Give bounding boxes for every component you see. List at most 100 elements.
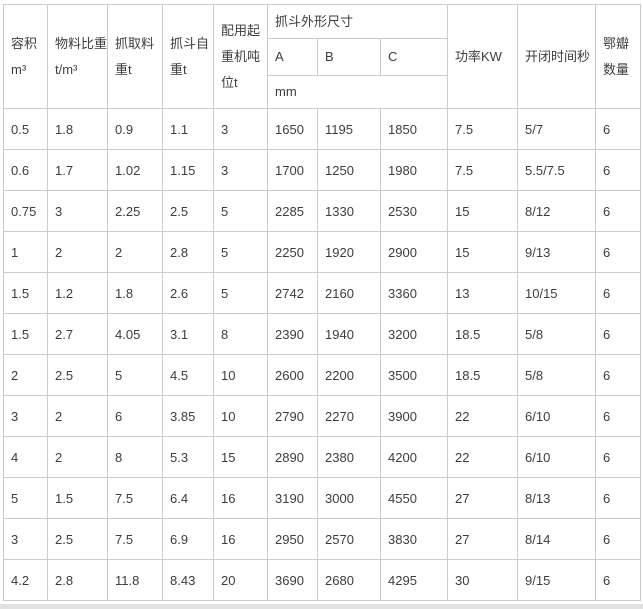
- table-cell: 18.5: [447, 313, 518, 355]
- table-cell: 1.2: [47, 272, 108, 314]
- table-cell: 6: [595, 149, 641, 191]
- table-cell: 3360: [380, 272, 448, 314]
- table-cell: 3: [3, 395, 48, 437]
- table-cell: 2.5: [47, 518, 108, 560]
- table-cell: 1.02: [107, 149, 163, 191]
- table-cell: 4.5: [162, 354, 214, 396]
- table-cell: 2200: [317, 354, 381, 396]
- table-cell: 6: [595, 190, 641, 232]
- table-cell: 5: [213, 190, 268, 232]
- table-cell: 2160: [317, 272, 381, 314]
- header-grab-material-weight: 抓取料 重t: [107, 4, 163, 109]
- table-cell: 16: [213, 477, 268, 519]
- table-cell: 5: [213, 231, 268, 273]
- table-cell: 15: [447, 190, 518, 232]
- table-cell: 1.5: [3, 313, 48, 355]
- table-cell: 6: [595, 436, 641, 478]
- table-cell: 6: [595, 395, 641, 437]
- table-cell: 8: [213, 313, 268, 355]
- header-material-density: 物料比重 t/m³: [47, 4, 108, 109]
- table-cell: 15: [213, 436, 268, 478]
- table-cell: 15: [447, 231, 518, 273]
- table-cell: 1.8: [47, 108, 108, 150]
- table-cell: 10: [213, 354, 268, 396]
- table-cell: 18.5: [447, 354, 518, 396]
- table-cell: 27: [447, 477, 518, 519]
- table-cell: 5/8: [517, 354, 596, 396]
- table-cell: 6: [595, 518, 641, 560]
- table-cell: 2.8: [162, 231, 214, 273]
- table-cell: 5: [3, 477, 48, 519]
- table-cell: 3190: [267, 477, 318, 519]
- table-cell: 3000: [317, 477, 381, 519]
- table-cell: 2950: [267, 518, 318, 560]
- table-cell: 0.5: [3, 108, 48, 150]
- table-cell: 1980: [380, 149, 448, 191]
- table-cell: 1250: [317, 149, 381, 191]
- table-cell: 0.75: [3, 190, 48, 232]
- header-dim-unit: mm: [267, 75, 448, 109]
- table-cell: 6/10: [517, 436, 596, 478]
- table-row: 2 2.5 5 4.5 10 2600 2200 3500 18.5 5/8 6: [3, 354, 641, 396]
- table-cell: 27: [447, 518, 518, 560]
- table-cell: 2: [3, 354, 48, 396]
- table-cell: 5: [107, 354, 163, 396]
- table-row: 4.2 2.8 11.8 8.43 20 3690 2680 4295 30 9/15 6: [3, 559, 641, 601]
- table-cell: 22: [447, 436, 518, 478]
- header-power: 功率KW: [447, 4, 518, 109]
- table-cell: 7.5: [107, 477, 163, 519]
- table-cell: 6: [595, 272, 641, 314]
- table-cell: 8/12: [517, 190, 596, 232]
- table-cell: 3500: [380, 354, 448, 396]
- table-cell: 7.5: [447, 149, 518, 191]
- table-header: 容积 m³ 物料比重 t/m³ 抓取料 重t 抓斗自 重t 配用起 重机吨 位t…: [3, 4, 641, 109]
- table-cell: 2390: [267, 313, 318, 355]
- table-cell: 2.7: [47, 313, 108, 355]
- table-cell: 1700: [267, 149, 318, 191]
- table-row: 0.75 3 2.25 2.5 5 2285 1330 2530 15 8/12 6: [3, 190, 641, 232]
- table-cell: 6: [595, 477, 641, 519]
- table-cell: 2270: [317, 395, 381, 437]
- table-cell: 6: [595, 559, 641, 601]
- table-cell: 5.5/7.5: [517, 149, 596, 191]
- table-cell: 2742: [267, 272, 318, 314]
- table-cell: 16: [213, 518, 268, 560]
- grab-bucket-spec-table: 容积 m³ 物料比重 t/m³ 抓取料 重t 抓斗自 重t 配用起 重机吨 位t…: [3, 4, 641, 601]
- table-cell: 1.1: [162, 108, 214, 150]
- table-cell: 3830: [380, 518, 448, 560]
- table-row: 3 2 6 3.85 10 2790 2270 3900 22 6/10 6: [3, 395, 641, 437]
- table-cell: 4.05: [107, 313, 163, 355]
- table-cell: 9/13: [517, 231, 596, 273]
- header-dimensions-group: 抓斗外形尺寸: [267, 4, 448, 39]
- table-cell: 2: [47, 436, 108, 478]
- table-cell: 1.7: [47, 149, 108, 191]
- table-cell: 3: [213, 149, 268, 191]
- table-body: 0.5 1.8 0.9 1.1 3 1650 1195 1850 7.5 5/7 6 0.6 1.7 1.…: [3, 108, 641, 601]
- table-cell: 6: [107, 395, 163, 437]
- header-jaw-count: 鄂瓣 数量: [595, 4, 641, 109]
- table-cell: 7.5: [447, 108, 518, 150]
- table-cell: 2680: [317, 559, 381, 601]
- table-cell: 8: [107, 436, 163, 478]
- table-cell: 6.9: [162, 518, 214, 560]
- table-cell: 2790: [267, 395, 318, 437]
- table-cell: 2.5: [162, 190, 214, 232]
- table-row: 5 1.5 7.5 6.4 16 3190 3000 4550 27 8/13 6: [3, 477, 641, 519]
- table-cell: 2380: [317, 436, 381, 478]
- table-cell: 0.6: [3, 149, 48, 191]
- table-cell: 3900: [380, 395, 448, 437]
- table-row: 1.5 2.7 4.05 3.1 8 2390 1940 3200 18.5 5/8 6: [3, 313, 641, 355]
- table-cell: 6: [595, 354, 641, 396]
- header-row-1: 容积 m³ 物料比重 t/m³ 抓取料 重t 抓斗自 重t 配用起 重机吨 位t…: [3, 4, 641, 109]
- table-cell: 30: [447, 559, 518, 601]
- table-cell: 3690: [267, 559, 318, 601]
- table-cell: 2570: [317, 518, 381, 560]
- table-cell: 2: [107, 231, 163, 273]
- table-cell: 0.9: [107, 108, 163, 150]
- table-row: 3 2.5 7.5 6.9 16 2950 2570 3830 27 8/14 6: [3, 518, 641, 560]
- table-cell: 20: [213, 559, 268, 601]
- table-cell: 2250: [267, 231, 318, 273]
- header-open-close-time: 开闭时间秒: [517, 4, 596, 109]
- table-cell: 2285: [267, 190, 318, 232]
